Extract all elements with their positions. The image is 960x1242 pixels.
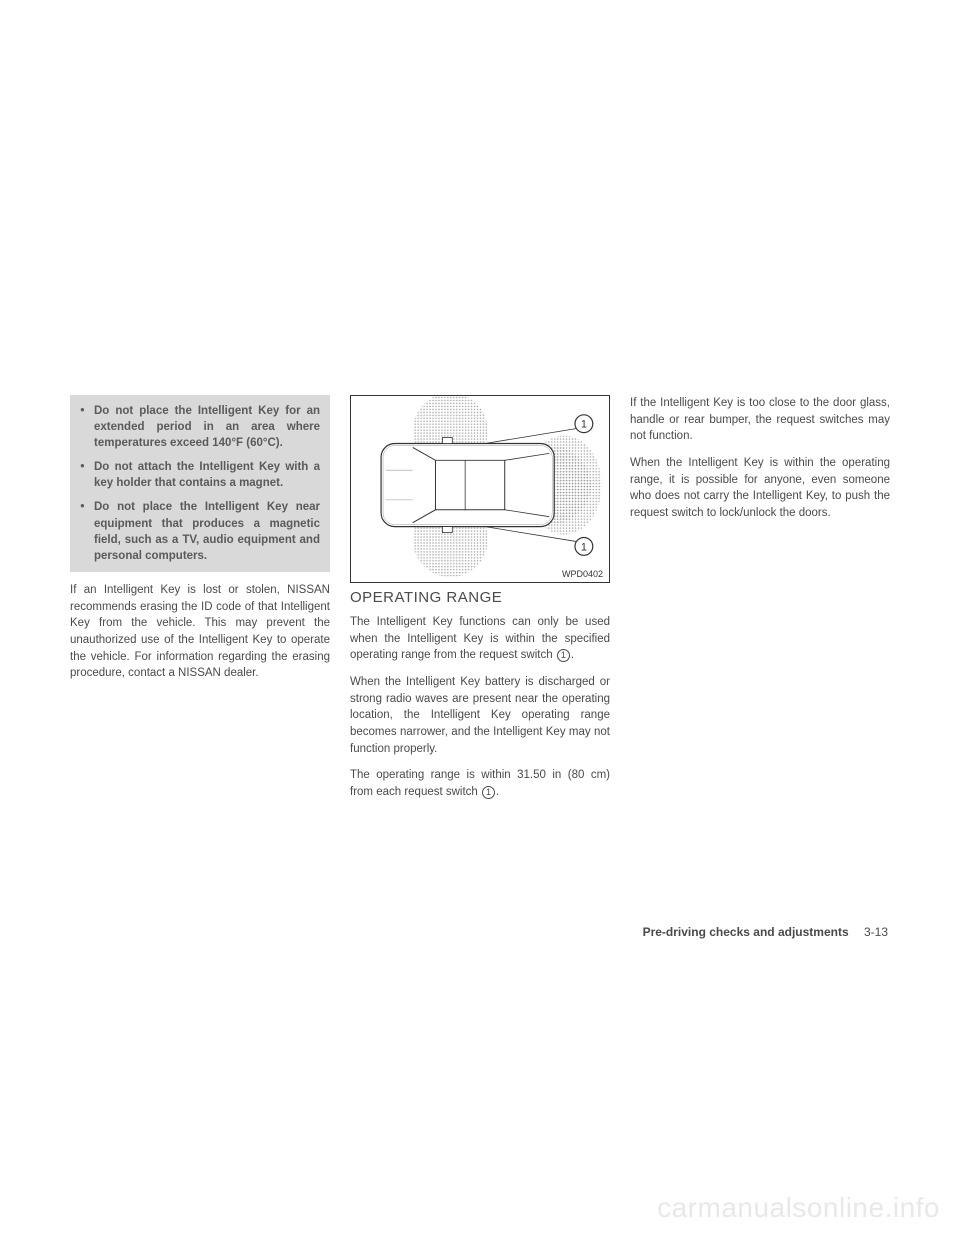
column-right: If the Intelligent Key is too close to t… xyxy=(630,395,890,811)
car-diagram-svg: 1 1 xyxy=(351,396,609,582)
column-center: 1 1 WPD0402 OPERATING RANGE The Intellig… xyxy=(350,395,610,811)
footer-section-title: Pre-driving checks and adjustments xyxy=(643,925,849,939)
body-paragraph: When the Intelligent Key battery is disc… xyxy=(350,674,610,757)
footer-page-number: 3-13 xyxy=(864,925,888,939)
page-footer: Pre-driving checks and adjustments 3-13 xyxy=(643,925,888,939)
body-paragraph: The Intelligent Key functions can only b… xyxy=(350,614,610,664)
callout-number: 1 xyxy=(581,541,587,553)
section-heading: OPERATING RANGE xyxy=(350,589,610,606)
caution-item: Do not place the Intelligent Key near eq… xyxy=(80,499,320,563)
page-content: Do not place the Intelligent Key for an … xyxy=(70,395,890,811)
circled-number: 1 xyxy=(557,649,570,662)
body-paragraph: If an Intelligent Key is lost or stolen,… xyxy=(70,582,330,682)
caution-item: Do not attach the Intelligent Key with a… xyxy=(80,459,320,491)
diagram-code: WPD0402 xyxy=(562,569,603,579)
para-text: . xyxy=(571,649,574,661)
caution-item: Do not place the Intelligent Key for an … xyxy=(80,403,320,451)
column-left: Do not place the Intelligent Key for an … xyxy=(70,395,330,811)
callout-number: 1 xyxy=(581,419,587,431)
caution-list: Do not place the Intelligent Key for an … xyxy=(80,403,320,564)
body-paragraph: If the Intelligent Key is too close to t… xyxy=(630,395,890,445)
circled-number: 1 xyxy=(482,786,495,799)
caution-box: Do not place the Intelligent Key for an … xyxy=(70,395,330,572)
operating-range-diagram: 1 1 WPD0402 xyxy=(350,395,610,583)
watermark: carmanualsonline.info xyxy=(657,1192,940,1224)
para-text: . xyxy=(496,786,499,798)
body-paragraph: When the Intelligent Key is within the o… xyxy=(630,455,890,522)
body-paragraph: The operating range is within 31.50 in (… xyxy=(350,767,610,800)
para-text: The operating range is within 31.50 in (… xyxy=(350,769,610,798)
